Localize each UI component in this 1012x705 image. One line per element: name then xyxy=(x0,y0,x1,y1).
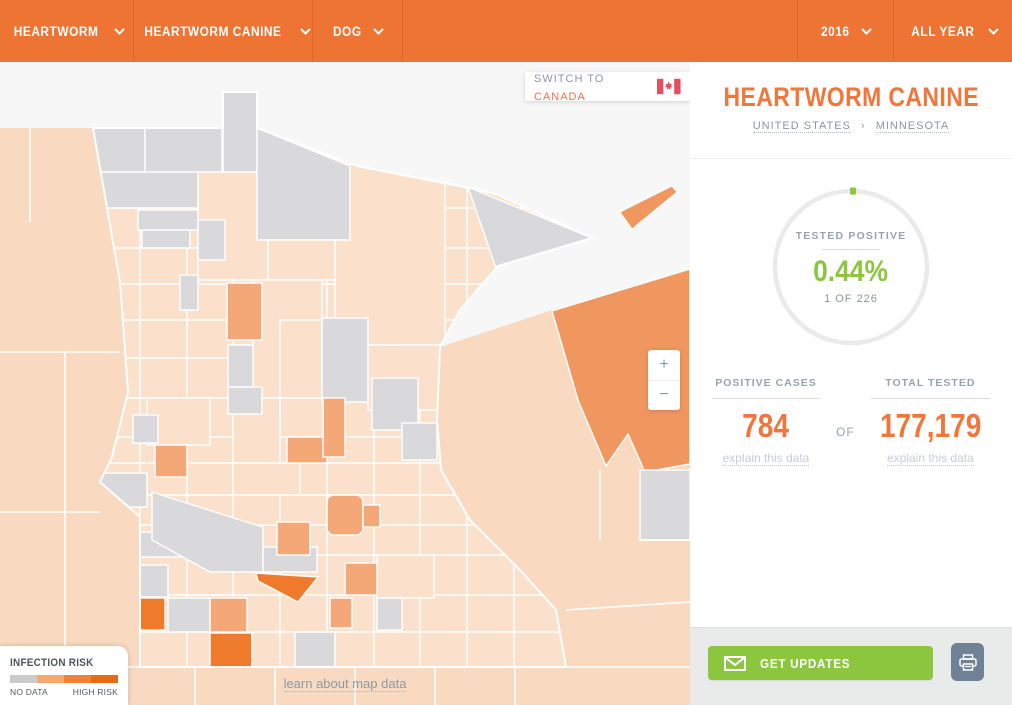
nav-spacer xyxy=(403,0,797,62)
gauge-wrap: TESTED POSITIVE 0.44% 1 OF 226 xyxy=(690,183,1012,351)
map-region-wisconsin-orange xyxy=(551,268,690,473)
get-updates-label: GET UPDATES xyxy=(760,655,851,671)
nav-dropdown-disease-type[interactable]: HEARTWORM CANINE xyxy=(134,0,313,62)
map-region-wisconsin-gray xyxy=(639,469,690,541)
nav-dropdown-disease[interactable]: HEARTWORM xyxy=(0,0,134,62)
gauge-label: TESTED POSITIVE xyxy=(795,229,907,242)
total-tested-value: 177,179 xyxy=(879,407,982,444)
nav-dropdown-period-label: ALL YEAR xyxy=(910,23,975,39)
canada-flag-icon xyxy=(657,78,681,95)
switch-to-label: SWITCH TO CANADA xyxy=(534,72,605,103)
total-tested-label: TOTAL TESTED xyxy=(870,377,990,399)
nav-dropdown-disease-label: HEARTWORM xyxy=(13,23,99,39)
breadcrumb-country[interactable]: UNITED STATES xyxy=(752,120,851,133)
switch-to-canada-button[interactable]: SWITCH TO CANADA xyxy=(525,72,690,103)
breadcrumb-region[interactable]: MINNESOTA xyxy=(875,120,950,133)
panel-header: HEARTWORM CANINE UNITED STATES › MINNESO… xyxy=(690,62,1012,159)
nav-dropdown-period[interactable]: ALL YEAR xyxy=(893,0,1012,62)
legend-gradient-bar xyxy=(10,675,118,683)
stats-row: POSITIVE CASES 784 explain this data OF … xyxy=(690,377,1012,467)
legend-title: INFECTION RISK xyxy=(10,657,94,669)
chevron-down-icon xyxy=(300,27,312,35)
tested-positive-gauge: TESTED POSITIVE 0.44% 1 OF 226 xyxy=(767,183,935,351)
gauge-fraction: 1 OF 226 xyxy=(824,292,878,305)
stats-of-label: OF xyxy=(836,425,855,439)
county-cells xyxy=(93,92,592,667)
nav-dropdown-year-label: 2016 xyxy=(820,23,850,39)
nav-dropdown-species-label: DOG xyxy=(332,23,362,39)
breadcrumb: UNITED STATES › MINNESOTA xyxy=(690,120,1012,133)
map-link-wrap: learn about map data xyxy=(0,675,690,693)
legend-bar-segment xyxy=(37,675,64,683)
envelope-icon xyxy=(724,655,746,671)
zoom-in-button[interactable]: + xyxy=(648,350,680,381)
gauge-ring-progress xyxy=(771,187,931,347)
positive-cases-value: 784 xyxy=(742,407,790,444)
printer-icon xyxy=(958,653,977,671)
legend-bar-segment xyxy=(91,675,118,683)
panel-footer: GET UPDATES xyxy=(690,627,1012,705)
top-nav: HEARTWORM HEARTWORM CANINE DOG 2016 ALL … xyxy=(0,0,1012,62)
legend-bar-segment xyxy=(10,675,37,683)
explain-data-link-total[interactable]: explain this data xyxy=(886,451,974,466)
minnesota-counties xyxy=(93,92,592,667)
chevron-down-icon xyxy=(988,27,1000,35)
minnesota-outline xyxy=(91,91,595,668)
page-title: HEARTWORM CANINE xyxy=(723,82,979,112)
nav-dropdown-species[interactable]: DOG xyxy=(313,0,403,62)
nav-dropdown-year[interactable]: 2016 xyxy=(797,0,893,62)
breadcrumb-separator: › xyxy=(860,120,866,132)
gauge-ring xyxy=(771,187,931,347)
chevron-down-icon xyxy=(114,27,125,35)
print-button[interactable] xyxy=(951,643,984,681)
gauge-value: 0.44% xyxy=(813,254,889,288)
map-area: SWITCH TO CANADA + − INFECTION RISK NO D… xyxy=(0,62,690,705)
map-region-isle-sliver xyxy=(619,185,678,230)
detail-panel: HEARTWORM CANINE UNITED STATES › MINNESO… xyxy=(690,62,1012,705)
gauge-divider xyxy=(822,248,880,250)
explain-data-link-positive[interactable]: explain this data xyxy=(722,451,810,466)
map-zoom-controls: + − xyxy=(648,350,680,410)
zoom-out-button[interactable]: − xyxy=(659,386,669,404)
total-tested-stat: TOTAL TESTED 177,179 explain this data xyxy=(870,377,990,467)
chevron-down-icon xyxy=(373,27,384,35)
positive-cases-label: POSITIVE CASES xyxy=(712,377,820,399)
chevron-down-icon xyxy=(861,27,872,35)
positive-cases-stat: POSITIVE CASES 784 explain this data xyxy=(712,377,820,467)
infection-risk-legend: INFECTION RISK NO DATA HIGH RISK xyxy=(0,646,128,705)
legend-bar-segment xyxy=(64,675,91,683)
nav-dropdown-disease-type-label: HEARTWORM CANINE xyxy=(143,23,282,39)
legend-max-label: HIGH RISK xyxy=(72,687,118,697)
learn-about-map-data-link[interactable]: learn about map data xyxy=(283,676,407,692)
legend-min-label: NO DATA xyxy=(10,687,48,697)
choropleth-map[interactable] xyxy=(0,62,690,705)
get-updates-button[interactable]: GET UPDATES xyxy=(708,646,933,680)
